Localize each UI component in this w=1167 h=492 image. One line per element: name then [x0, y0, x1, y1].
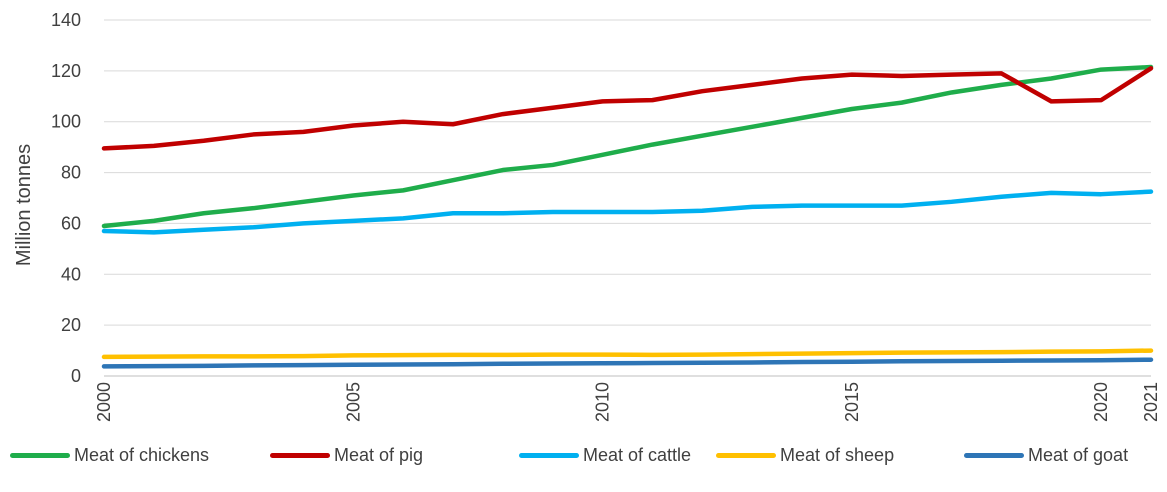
y-tick-label: 100: [51, 112, 81, 132]
legend-label: Meat of chickens: [74, 444, 210, 465]
x-tick-label: 2005: [343, 382, 363, 422]
y-axis-title: Million tonnes: [13, 144, 35, 266]
series-lines: [101, 64, 1154, 369]
legend: Meat of chickens Meat of pig Meat of cattl…: [0, 440, 1167, 470]
y-tick-label: 0: [71, 366, 81, 386]
y-tick-label: 80: [61, 163, 81, 183]
legend-swatch: [10, 452, 70, 458]
legend-label: Meat of goat: [1028, 444, 1129, 465]
x-tick-label: 2021: [1141, 382, 1161, 422]
x-tick-label: 2010: [593, 382, 613, 422]
x-tick-label: 2000: [94, 382, 114, 422]
legend-item: Meat of chickens: [10, 440, 209, 470]
legend-item: Meat of goat: [964, 440, 1128, 470]
series-line-meat-of-sheep: [101, 348, 1154, 360]
x-axis-tick-labels: 2000 2005 2010 2015 2020 2021: [94, 382, 1161, 422]
series-line-meat-of-goat: [101, 357, 1154, 369]
y-tick-label: 140: [51, 10, 81, 30]
legend-swatch: [716, 452, 776, 458]
series-line-meat-of-pig: [101, 66, 1154, 151]
x-tick-label: 2015: [842, 382, 862, 422]
legend-label: Meat of sheep: [780, 444, 895, 465]
series-line-meat-of-cattle: [101, 189, 1154, 235]
legend-item: Meat of pig: [270, 440, 423, 470]
legend-swatch: [964, 452, 1024, 458]
legend-swatch: [519, 452, 579, 458]
y-tick-label: 120: [51, 61, 81, 81]
legend-item: Meat of sheep: [716, 440, 894, 470]
y-tick-label: 20: [61, 315, 81, 335]
legend-item: Meat of cattle: [519, 440, 691, 470]
y-axis-tick-labels: 0 20 40 60 80 100 120 140: [51, 10, 81, 386]
series-line-meat-of-chickens: [101, 64, 1154, 229]
legend-label: Meat of cattle: [583, 444, 692, 465]
y-tick-label: 60: [61, 213, 81, 233]
x-tick-label: 2020: [1091, 382, 1111, 422]
y-tick-label: 40: [61, 264, 81, 284]
legend-label: Meat of pig: [334, 444, 424, 465]
legend-swatch: [270, 452, 330, 458]
